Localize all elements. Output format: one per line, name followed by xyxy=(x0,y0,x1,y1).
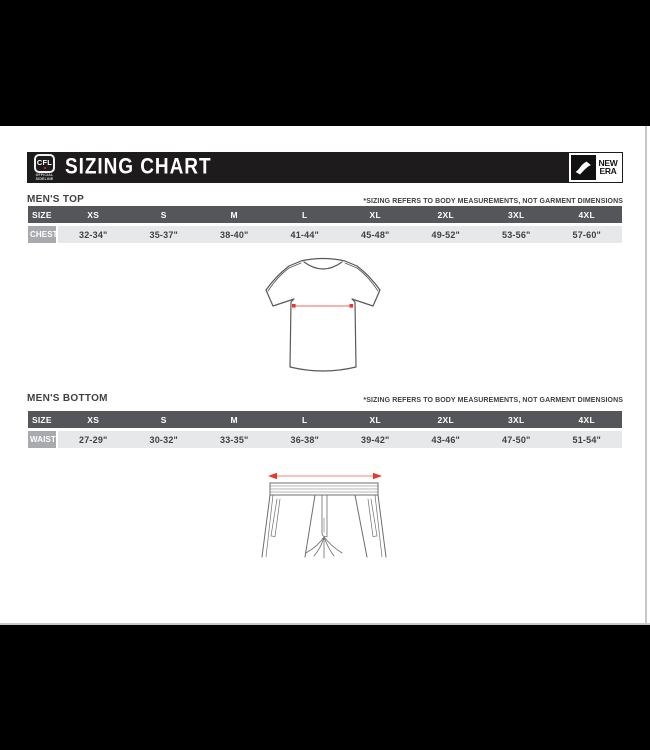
cfl-red-dot-icon xyxy=(43,166,46,169)
chest-value-cell: 32-34" xyxy=(79,229,108,240)
size-header-cell: XS xyxy=(87,209,100,220)
size-header-cell: 3XL xyxy=(508,209,525,220)
waist-value-cell: 39-42" xyxy=(361,434,390,445)
waist-value-cell: 33-35" xyxy=(220,434,249,445)
sizing-chart-content: CFL OFFICIAL SIDELINE SIZING CHART NE xyxy=(0,126,650,623)
cfl-logo-text: CFL xyxy=(36,157,53,167)
waist-value-row: WAIST 27-29" 30-32" 33-35" 36-38" 39-42"… xyxy=(28,431,622,448)
size-header-row: SIZE XS S M L XL 2XL 3XL 4XL xyxy=(28,411,622,428)
page-title: SIZING CHART xyxy=(65,154,212,180)
section-head-mens-top: MEN'S TOP *SIZING REFERS TO BODY MEASURE… xyxy=(27,194,623,205)
cfl-tagline: OFFICIAL SIDELINE xyxy=(35,173,54,181)
waist-value-cell: 47-50" xyxy=(502,434,531,445)
chest-value-cell: 38-40" xyxy=(220,229,249,240)
chest-value-cell: 41-44" xyxy=(290,229,319,240)
cfl-logo: CFL OFFICIAL SIDELINE xyxy=(33,154,56,181)
new-era-wordmark: NEW ERA xyxy=(598,158,618,176)
section-head-mens-bottom: MEN'S BOTTOM *SIZING REFERS TO BODY MEAS… xyxy=(27,393,623,404)
size-header-row: SIZE XS S M L XL 2XL 3XL 4XL xyxy=(28,206,622,223)
size-header-cell: 2XL xyxy=(437,414,454,425)
cfl-tagline-line2: SIDELINE xyxy=(35,176,54,181)
chest-value-cells: 32-34" 35-37" 38-40" 41-44" 45-48" 49-52… xyxy=(58,226,622,243)
size-header-cell: XL xyxy=(369,414,381,425)
right-border-line xyxy=(645,126,647,623)
sizing-note-bottom: *SIZING REFERS TO BODY MEASUREMENTS, NOT… xyxy=(363,397,623,404)
size-table-mens-top: SIZE XS S M L XL 2XL 3XL 4XL CHEST 32-34… xyxy=(28,206,622,243)
waist-value-cell: 27-29" xyxy=(79,434,108,445)
size-header-cell: L xyxy=(302,414,308,425)
cfl-shield-icon: CFL xyxy=(34,154,55,173)
section-label-mens-bottom: MEN'S BOTTOM xyxy=(27,393,108,404)
waist-value-cells: 27-29" 30-32" 33-35" 36-38" 39-42" 43-46… xyxy=(58,431,622,448)
chest-value-cell: 57-60" xyxy=(572,229,601,240)
measure-label-cell: CHEST xyxy=(28,226,58,243)
size-header-cells: XS S M L XL 2XL 3XL 4XL xyxy=(58,206,622,223)
top-black-banner xyxy=(0,0,650,126)
corner-header-cell: SIZE xyxy=(32,209,52,220)
size-header-cell: S xyxy=(160,209,167,220)
size-header-cell: 2XL xyxy=(437,209,454,220)
section-label-mens-top: MEN'S TOP xyxy=(27,194,85,205)
waist-value-cell: 36-38" xyxy=(290,434,319,445)
waist-value-cell: 43-46" xyxy=(431,434,460,445)
chest-value-cell: 53-56" xyxy=(502,229,531,240)
size-header-cell: M xyxy=(230,209,238,220)
size-header-cell: 4XL xyxy=(578,209,595,220)
chest-value-row: CHEST 32-34" 35-37" 38-40" 41-44" 45-48"… xyxy=(28,226,622,243)
waist-value-cell: 30-32" xyxy=(149,434,178,445)
chest-value-cell: 45-48" xyxy=(361,229,390,240)
chest-value-cell: 49-52" xyxy=(431,229,460,240)
size-header-cell: M xyxy=(230,414,238,425)
size-header-cell: S xyxy=(160,414,167,425)
size-header-cell: 3XL xyxy=(508,414,525,425)
new-era-flag-icon xyxy=(571,155,596,180)
size-header-cell: XL xyxy=(369,209,381,220)
sizing-chart-title-bar: CFL OFFICIAL SIDELINE SIZING CHART NE xyxy=(27,152,623,183)
bottom-black-banner xyxy=(0,623,650,750)
size-header-cell: L xyxy=(302,209,308,220)
size-header-cells: XS S M L XL 2XL 3XL 4XL xyxy=(58,411,622,428)
chest-measure-arrow xyxy=(292,304,354,308)
size-header-cell: 4XL xyxy=(578,414,595,425)
size-table-mens-bottom: SIZE XS S M L XL 2XL 3XL 4XL WAIST 27-29… xyxy=(28,411,622,448)
waist-measure-arrow xyxy=(268,472,382,480)
cfl-tagline-line1: OFFICIAL xyxy=(35,173,54,177)
waist-value-cell: 51-54" xyxy=(572,434,601,445)
measure-label-cell: WAIST xyxy=(28,431,56,448)
new-era-logo: NEW ERA xyxy=(569,153,622,182)
sizing-note-top: *SIZING REFERS TO BODY MEASUREMENTS, NOT… xyxy=(363,198,623,205)
corner-header-cell: SIZE xyxy=(32,414,52,425)
shorts-illustration xyxy=(248,466,388,562)
size-header-cell: XS xyxy=(87,414,100,425)
chest-value-cell: 35-37" xyxy=(149,229,178,240)
tshirt-illustration xyxy=(256,255,390,377)
